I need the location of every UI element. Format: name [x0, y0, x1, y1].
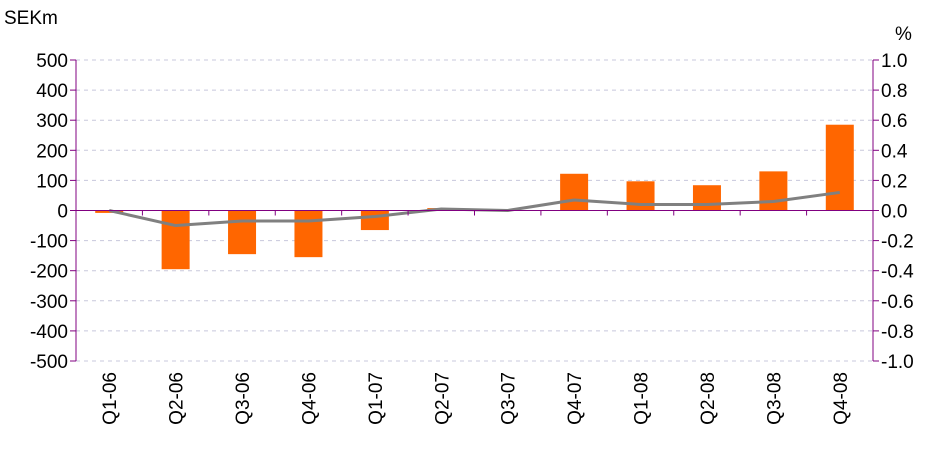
category-label: Q2-08	[698, 372, 719, 425]
category-label: Q2-07	[432, 372, 453, 425]
left-tick-label: -200	[30, 262, 68, 283]
bar	[161, 210, 190, 270]
category-label: Q2-06	[167, 372, 188, 425]
left-tick-label: 400	[36, 81, 68, 102]
left-tick-label: 300	[36, 111, 68, 132]
left-tick-label: -400	[30, 322, 68, 343]
right-tick-label: -0.2	[881, 232, 914, 253]
category-label: Q3-07	[499, 372, 520, 425]
line-path	[108, 190, 840, 228]
right-tick-label: 0.8	[881, 81, 907, 102]
left-tick-label: -300	[30, 292, 68, 313]
line-series	[108, 190, 840, 228]
left-tick-label: -500	[30, 352, 68, 373]
gridlines	[76, 59, 873, 362]
category-labels: Q1-06 Q2-06 Q3-06 Q4-06 Q1-07 Q2-07 Q3-07 Q4-07…	[75, 210, 874, 425]
bar	[759, 171, 788, 211]
right-tick-label: 1.0	[881, 51, 907, 72]
right-tick-label: 0.2	[881, 171, 907, 192]
right-tick-label: 0.4	[881, 141, 908, 162]
bar	[560, 173, 589, 211]
left-axis-unit-label: SEKm	[4, 8, 58, 29]
left-tick-label: 0	[57, 202, 68, 223]
category-label: Q4-08	[831, 372, 852, 425]
left-tick-label: -100	[30, 232, 68, 253]
right-tick-label: 0.0	[881, 202, 907, 223]
category-label: Q3-08	[764, 372, 785, 425]
right-axis-unit-label: %	[895, 24, 912, 45]
left-axis-ticks: 500 400 300 200 100 0 -100 -200 -300 -400 -500	[30, 51, 76, 373]
right-tick-label: -0.6	[881, 292, 914, 313]
category-label: Q1-06	[100, 372, 121, 425]
category-label: Q1-07	[366, 372, 387, 425]
bar	[228, 210, 257, 255]
bar	[692, 185, 721, 211]
category-label: Q1-08	[632, 372, 653, 425]
right-tick-label: -0.8	[881, 322, 914, 343]
left-tick-label: 500	[36, 51, 68, 72]
bar	[626, 181, 655, 211]
category-label: Q4-07	[565, 372, 586, 425]
bar-series	[95, 124, 854, 270]
bar	[360, 210, 389, 231]
right-tick-label: -1.0	[881, 352, 914, 373]
bar	[294, 210, 323, 258]
right-tick-label: 0.6	[881, 111, 907, 132]
category-label: Q4-06	[299, 372, 320, 425]
right-axis-ticks: 1.0 0.8 0.6 0.4 0.2 0.0 -0.2 -0.4 -0.6 -0.8 -1.0	[873, 51, 914, 373]
left-tick-label: 100	[36, 171, 68, 192]
right-tick-label: -0.4	[881, 262, 914, 283]
category-label: Q3-06	[233, 372, 254, 425]
left-tick-label: 200	[36, 141, 68, 162]
bar	[825, 124, 854, 211]
